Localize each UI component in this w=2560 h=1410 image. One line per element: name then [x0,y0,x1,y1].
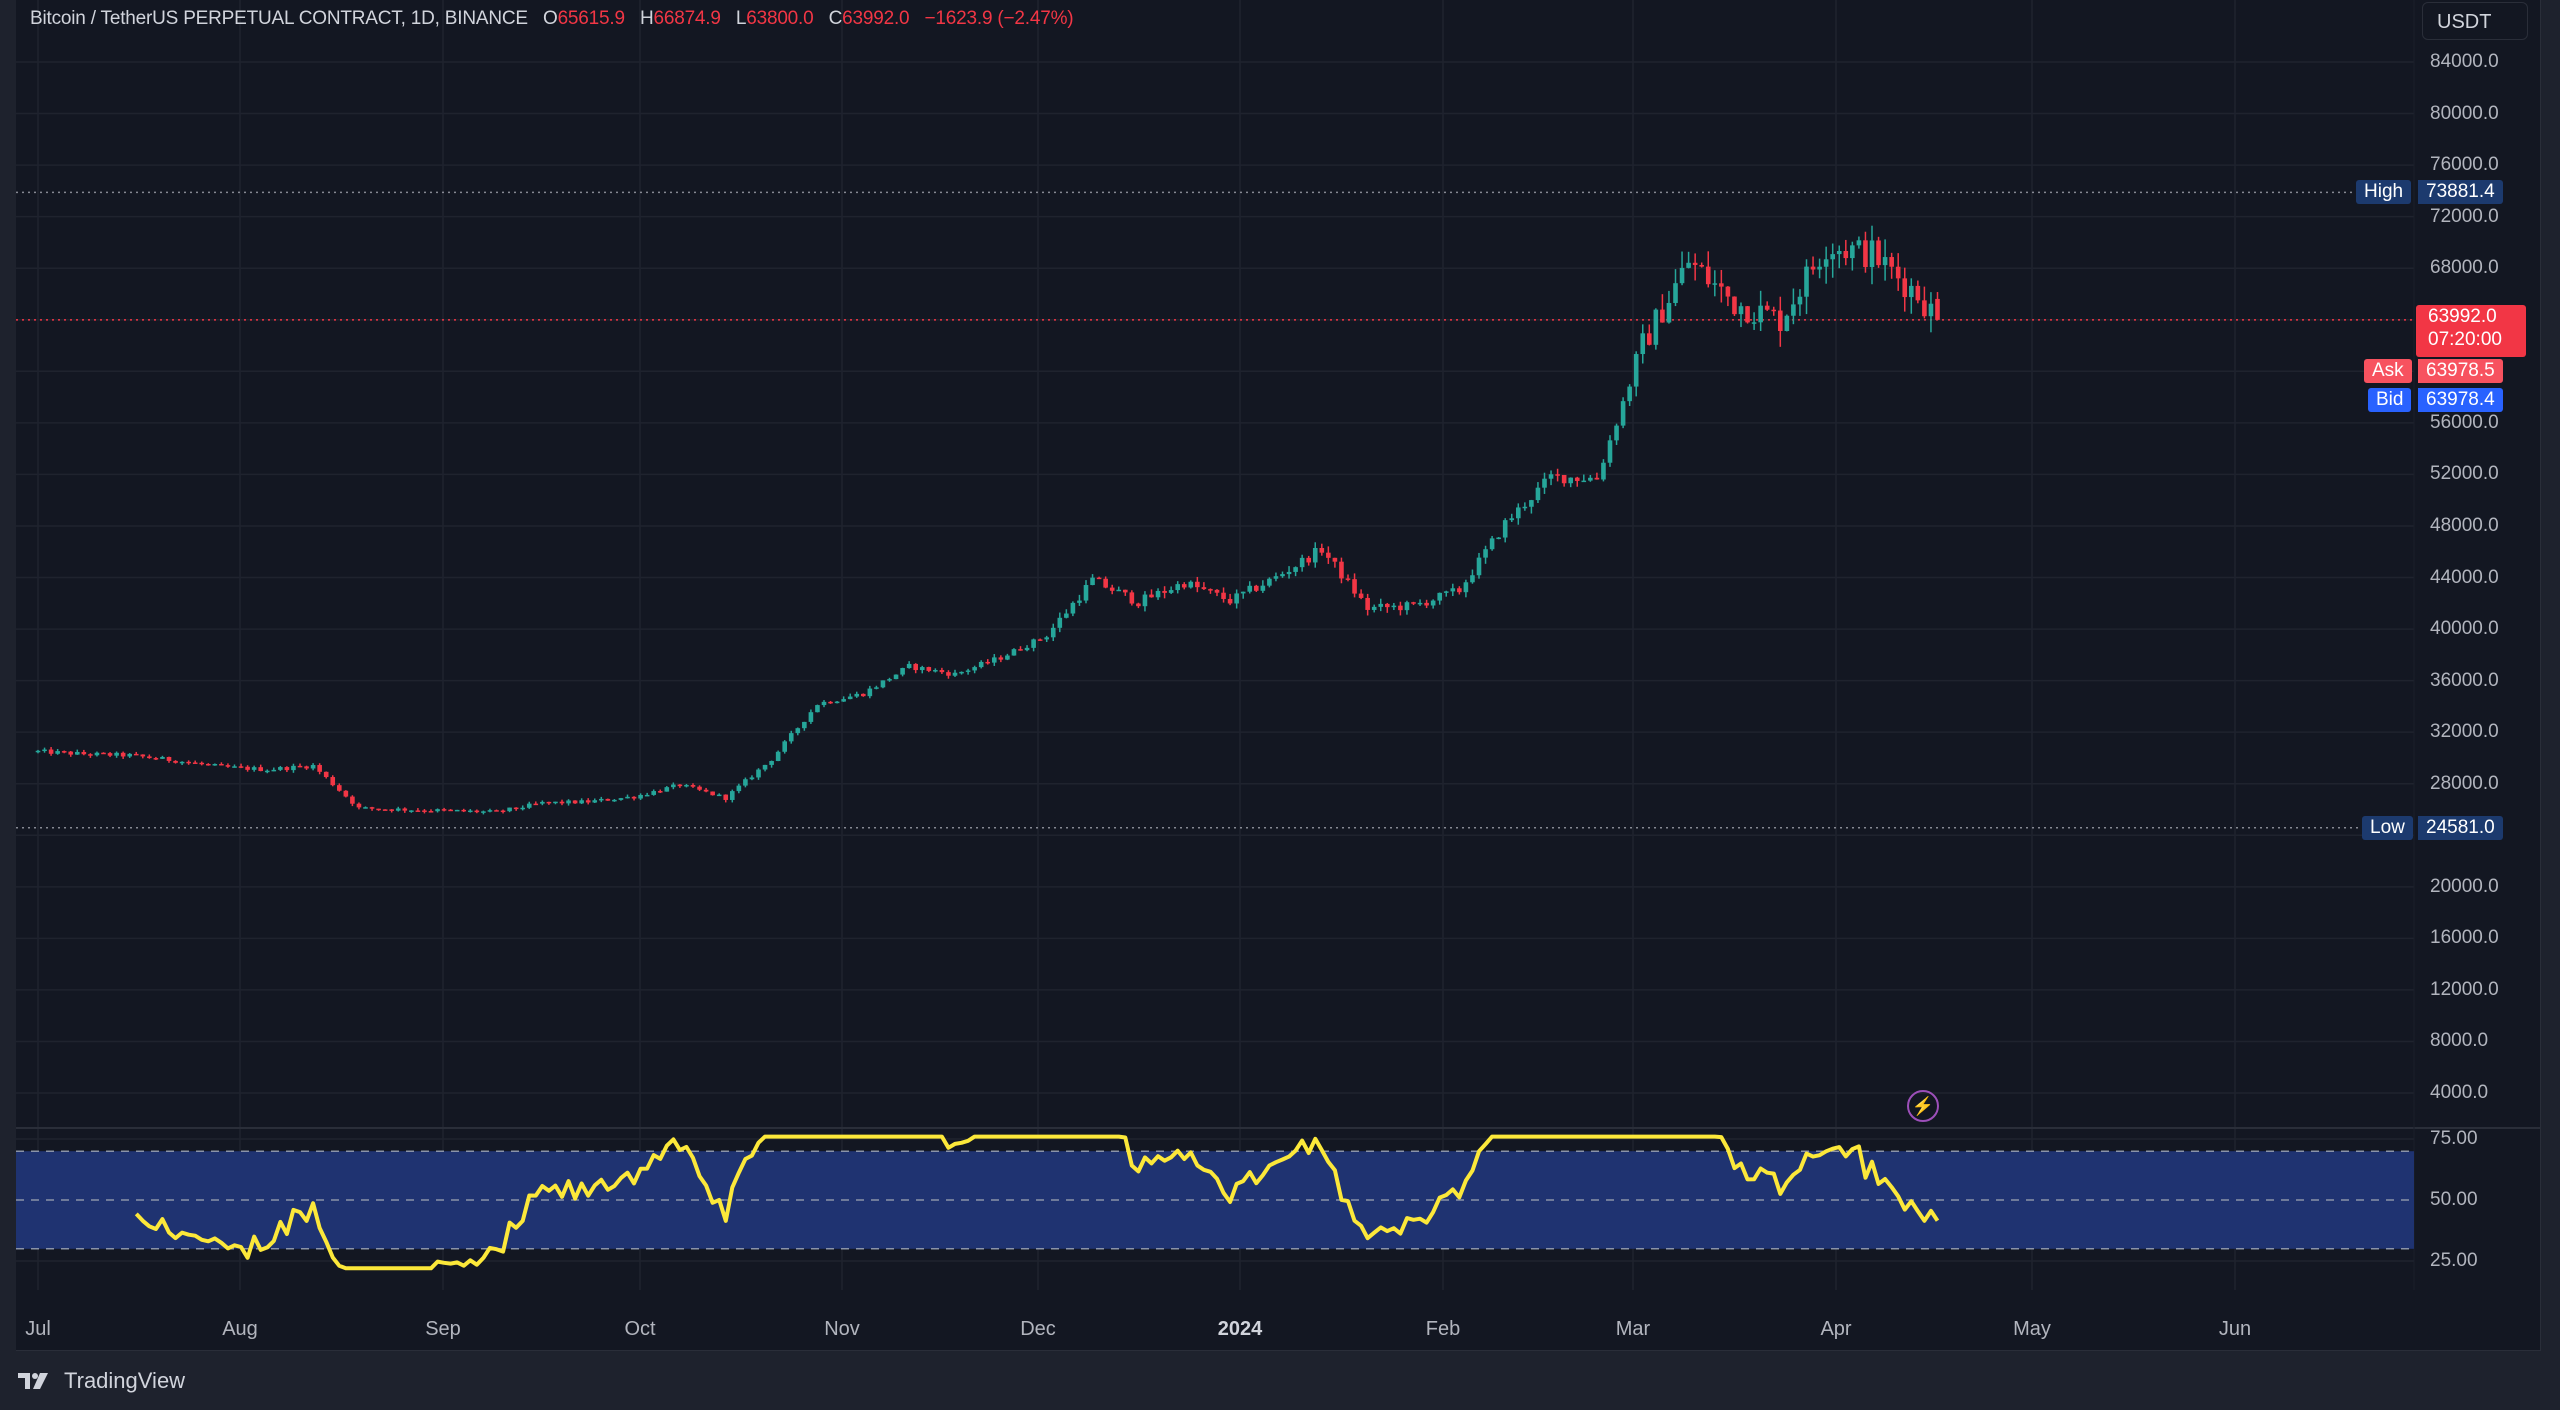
time-tick: Aug [222,1318,258,1340]
close-value: 63992.0 [842,8,910,29]
time-tick: Apr [1820,1318,1852,1340]
last-price-value: 63992.0 [2428,306,2497,327]
low-label: L [735,8,747,29]
rsi-tick: 75.00 [2430,1128,2478,1149]
price-tick: 20000.0 [2430,875,2499,897]
rsi-tick: 50.00 [2430,1189,2478,1210]
high-tag-value: 73881.4 [2418,180,2503,204]
ask-tag-value: 63978.5 [2418,359,2503,383]
rsi-tick: 25.00 [2430,1250,2478,1271]
tradingview-brand[interactable]: TradingView [64,1368,186,1393]
tradingview-logo-icon [18,1373,48,1389]
time-tick: Nov [824,1318,860,1340]
price-tick: 68000.0 [2430,257,2499,279]
candles [35,225,1940,815]
footer: TradingView [16,1352,616,1410]
price-tick: 36000.0 [2430,669,2499,691]
time-tick: Mar [1615,1318,1651,1340]
low-tag-label: Low [2362,816,2413,840]
price-tick: 8000.0 [2430,1030,2489,1052]
price-tick: 28000.0 [2430,772,2499,794]
time-tick: Sep [425,1318,461,1340]
close-label: C [828,8,843,29]
low-value: 63800.0 [746,8,814,29]
grid-lines [16,0,2540,1290]
price-tick: 80000.0 [2430,102,2499,124]
high-value: 66874.9 [653,8,721,29]
price-tick: 84000.0 [2430,51,2499,72]
low-tag-value: 24581.0 [2418,816,2503,840]
high-tag-label: High [2356,180,2412,204]
time-tick: Jun [2218,1318,2252,1340]
open-value: 65615.9 [557,8,625,29]
price-tick: 32000.0 [2430,721,2499,743]
high-label: H [639,8,654,29]
price-tick: 48000.0 [2430,514,2499,536]
price-tick: 76000.0 [2430,154,2499,176]
bid-tag-label: Bid [2368,388,2412,412]
time-tick: Jul [25,1318,51,1340]
lightning-badge-icon[interactable]: ⚡ [1907,1090,1939,1122]
symbol-title[interactable]: Bitcoin / TetherUS PERPETUAL CONTRACT, 1… [30,8,528,29]
price-tick: 52000.0 [2430,463,2499,485]
symbol-legend: Bitcoin / TetherUS PERPETUAL CONTRACT, 1… [30,8,1074,30]
price-tick: 56000.0 [2430,411,2499,433]
price-tick: 12000.0 [2430,978,2499,1000]
price-tick: 16000.0 [2430,927,2499,949]
time-tick: Feb [1425,1318,1461,1340]
price-tick: 40000.0 [2430,618,2499,640]
time-tick: 2024 [1217,1318,1263,1340]
rsi-line [134,1134,1940,1271]
rsi-band [16,1151,2414,1249]
price-tick: 72000.0 [2430,205,2499,227]
time-tick: May [2013,1318,2051,1340]
bid-tag-value: 63978.4 [2418,388,2503,412]
time-tick: Oct [624,1318,656,1340]
time-tick: Dec [1020,1318,1056,1340]
bar-countdown: 07:20:00 [2428,329,2502,350]
currency-button[interactable]: USDT [2422,2,2528,40]
price-tick: 4000.0 [2430,1082,2489,1104]
open-label: O [542,8,558,29]
last-price-tag: 63992.0 07:20:00 [2416,305,2526,357]
ask-tag-label: Ask [2364,359,2412,383]
chart-frame[interactable] [16,0,2541,1351]
change-value: −1623.9 (−2.47%) [924,8,1074,29]
price-tick: 44000.0 [2430,566,2499,588]
